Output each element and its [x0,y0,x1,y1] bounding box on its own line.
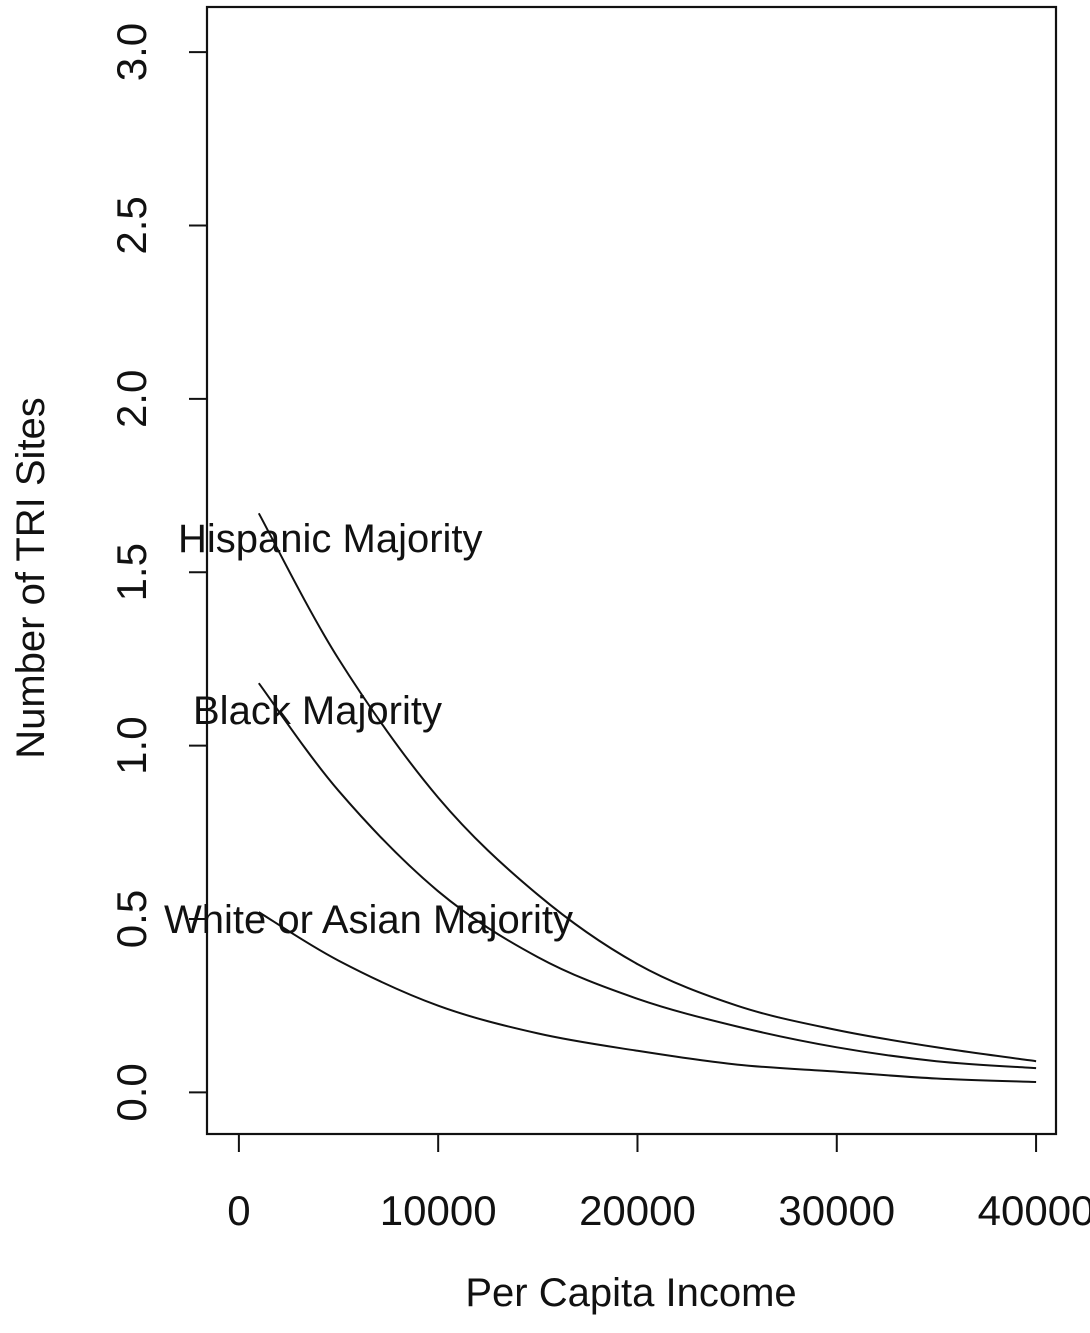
x-axis: 0 10000 20000 30000 40000 [227,1133,1090,1234]
plot-frame [205,5,1058,1136]
x-tick-label: 0 [227,1187,250,1234]
series-line-black-majority [257,682,1037,1070]
series-labels: Hispanic Majority Black Majority White or … [164,517,573,942]
y-tick-label: 1.5 [108,543,155,601]
y-tick-label: 0.0 [108,1063,155,1121]
x-axis-title: Per Capita Income [465,1271,796,1315]
series-line-hispanic-majority [257,512,1037,1063]
y-tick-label: 1.0 [108,716,155,774]
y-axis: 0.0 0.5 1.0 1.5 2.0 2.5 3.0 [108,23,208,1122]
x-tick-label: 30000 [778,1187,895,1234]
series-label-hispanic-majority: Hispanic Majority [178,517,483,561]
y-tick-label: 3.0 [108,23,155,81]
x-tick-label: 20000 [579,1187,696,1234]
y-tick-label: 2.5 [108,196,155,254]
x-tick-label: 40000 [978,1187,1090,1234]
y-tick-label: 0.5 [108,890,155,948]
series-label-white-or-asian-majority: White or Asian Majority [164,898,573,942]
x-tick-label: 10000 [380,1187,497,1234]
series-line-white-or-asian-majority [258,911,1037,1083]
y-tick-label: 2.0 [108,370,155,428]
series-lines [257,512,1037,1083]
y-axis-title: Number of TRI Sites [9,397,53,759]
series-label-black-majority: Black Majority [193,689,442,733]
